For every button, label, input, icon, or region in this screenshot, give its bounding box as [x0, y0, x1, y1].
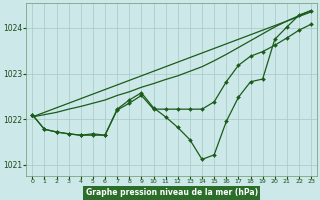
X-axis label: Graphe pression niveau de la mer (hPa): Graphe pression niveau de la mer (hPa) [86, 188, 258, 197]
